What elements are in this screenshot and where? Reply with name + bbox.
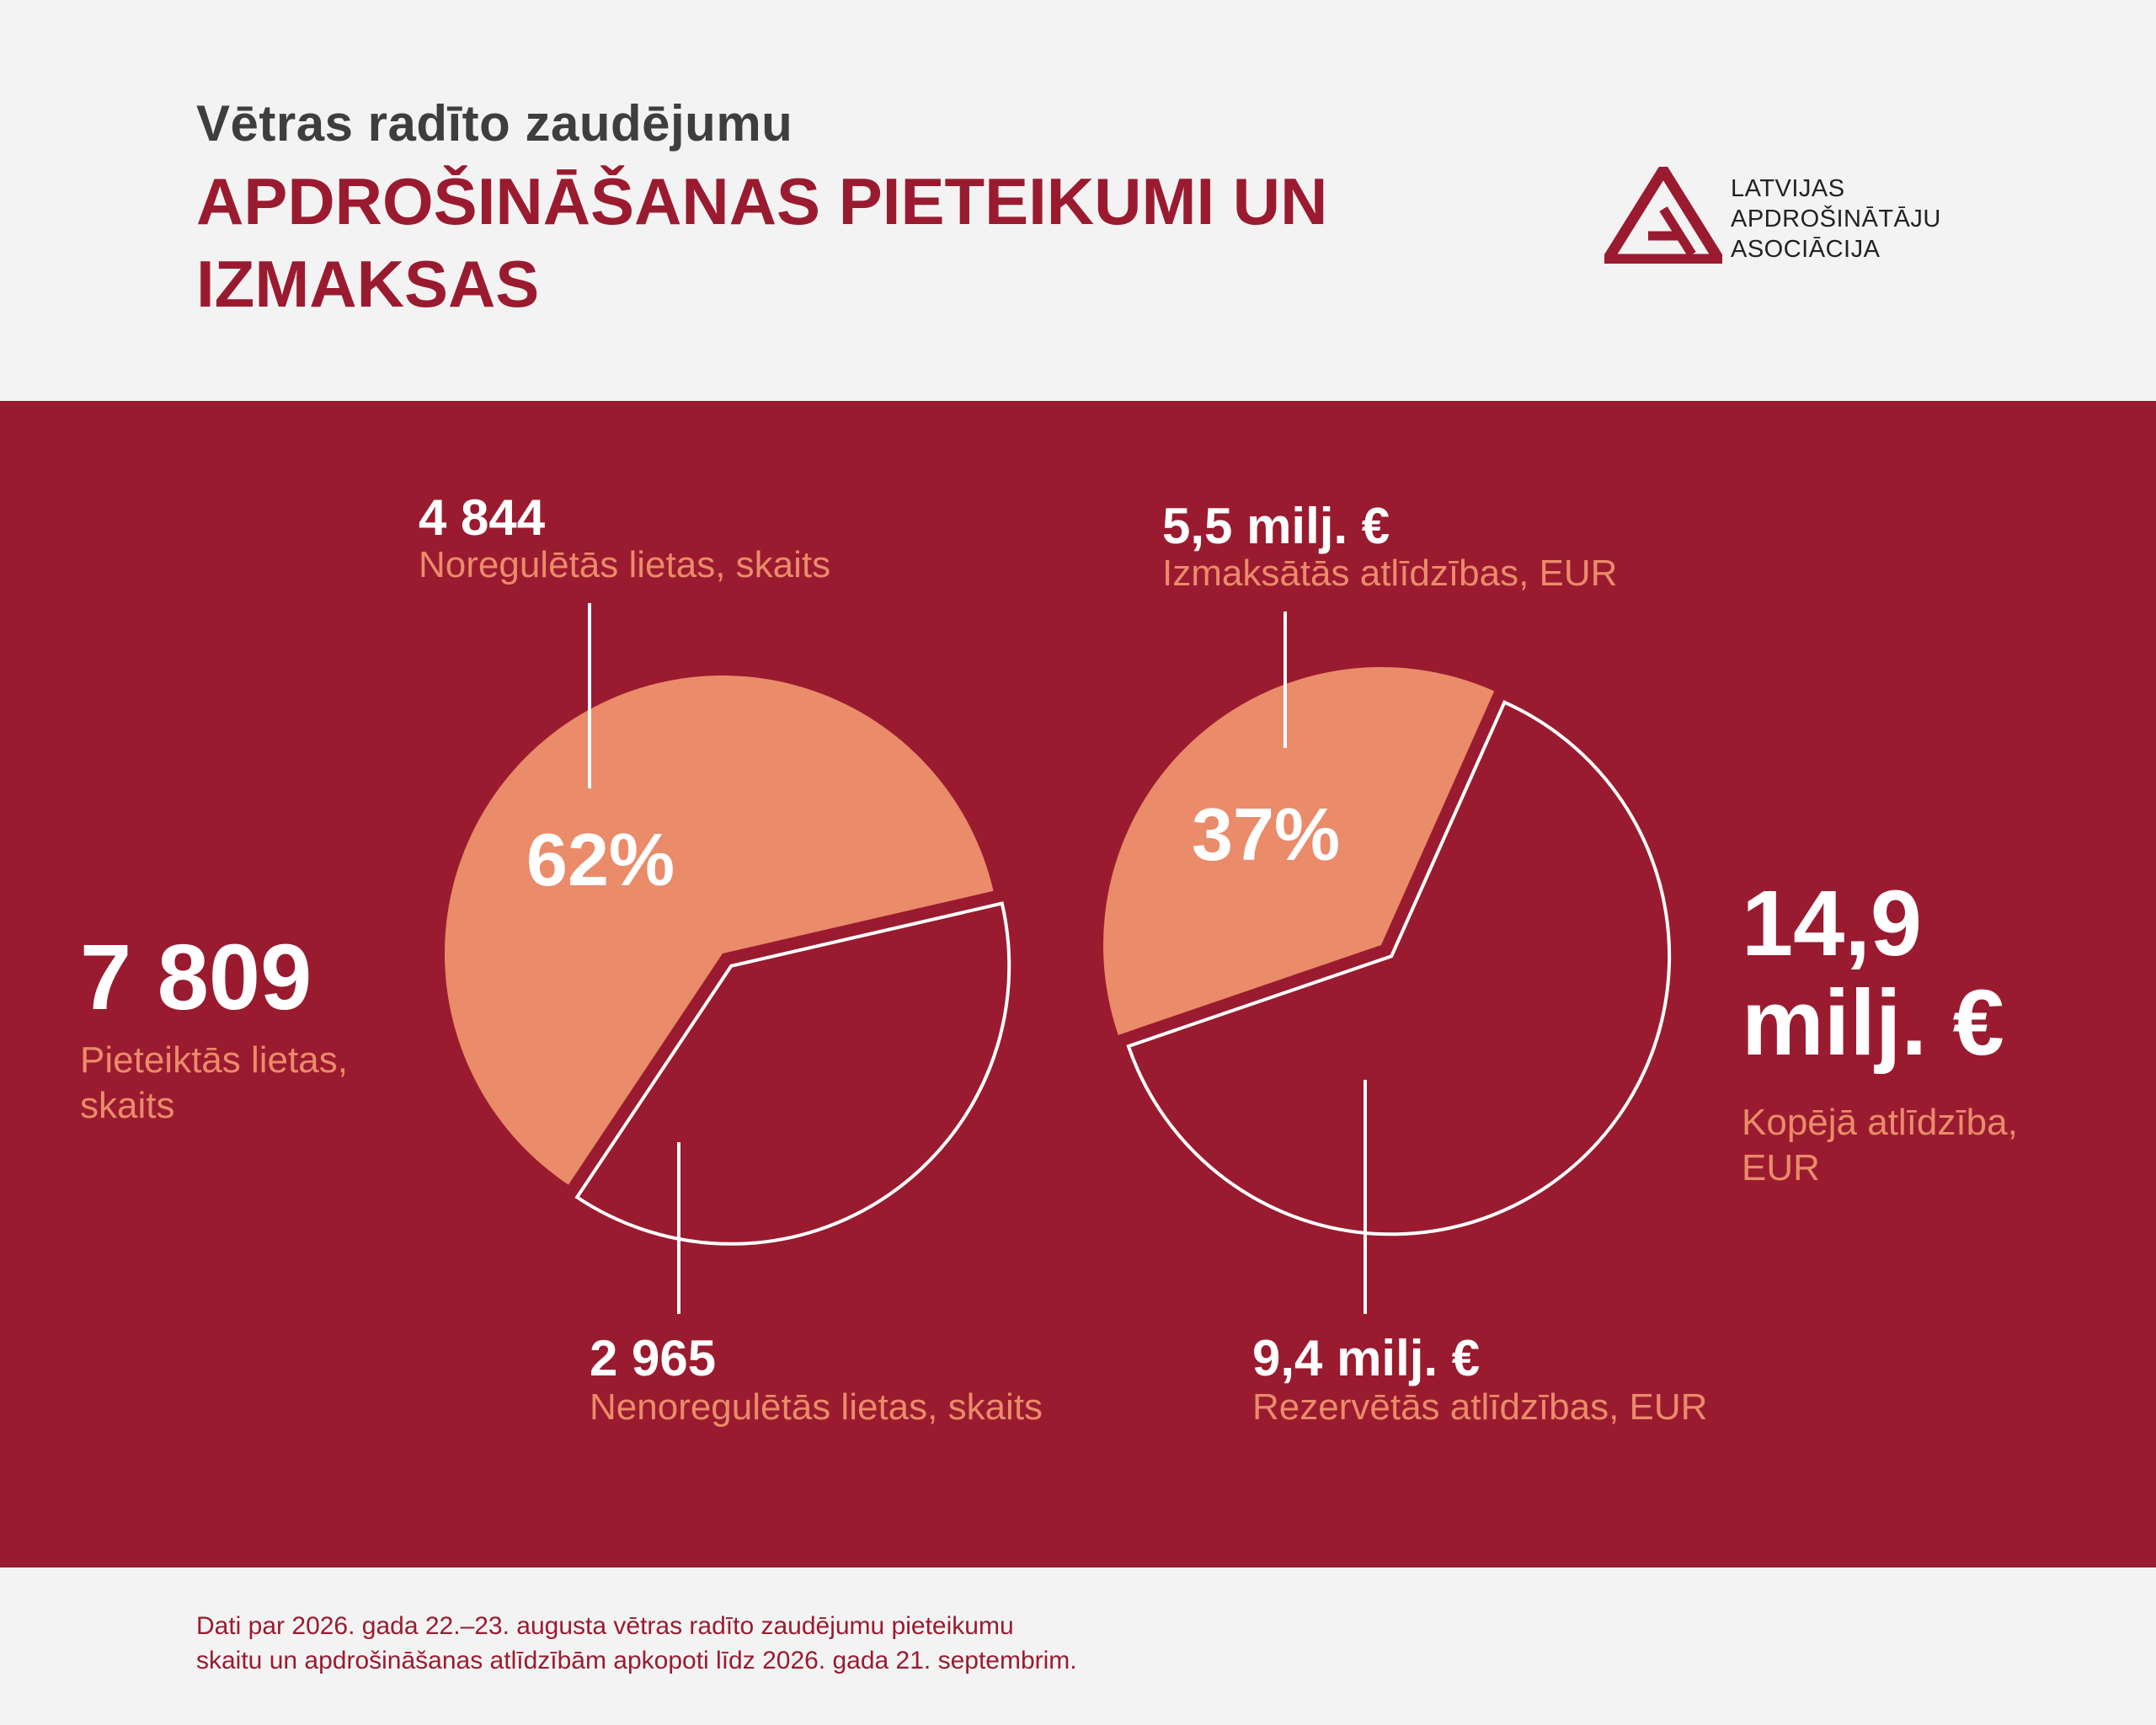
pie1-slice1-label: Noregulētās lietas, skaits [419,544,831,585]
association-logo [1604,167,1722,264]
left-total-value: 7 809 [80,926,312,1029]
pie2-slice1-value: 5,5 milj. € [1162,498,1390,554]
pie2-slice2-label: Rezervētās atlīdzības, EUR [1252,1386,1708,1428]
pie2-slice2-value: 9,4 milj. € [1252,1330,1481,1386]
pie1-slice-1 [444,675,994,1185]
logo-line-3: ASOCIĀCIJA [1731,236,1881,263]
right-total-value-line2: milj. € [1742,971,2004,1075]
right-total-value-line1: 14,9 [1742,872,1923,975]
pie2-slice-2 [1126,700,1672,1236]
pie1-slice1-value: 4 844 [419,489,546,546]
logo-line-2: APDROŠINĀTĀJU [1731,206,1941,232]
pie2-percent-label: 37% [1192,793,1341,876]
page-title: APDROŠINĀŠANAS PIETEIKUMI UN IZMAKSAS [196,164,1328,321]
footer-line-2: skaitu un apdrošināšanas atlīdzībām apko… [196,1647,1077,1674]
footer-line-1: Dati par 2026. gada 22.–23. augusta vētr… [196,1612,1014,1640]
logo-line-1: LATVIJAS [1731,175,1845,202]
pie-charts [444,603,1672,1314]
chart-panel: 4 844 Noregulētās lietas, skaits 62% 2 9… [0,401,2156,1567]
header-subtitle: Vētras radīto zaudējumu [196,95,793,152]
pie1-slice2-value: 2 965 [590,1330,717,1386]
pie1-slice-2 [574,901,1011,1246]
footer-note: Dati par 2026. gada 22.–23. augusta vētr… [196,1609,1796,1678]
logo-text: LATVIJAS APDROŠINĀTĀJU ASOCIĀCIJA [1731,174,1941,264]
pie2-slice1-label: Izmaksātās atlīdzības, EUR [1162,553,1618,594]
pie2-slice-1 [1102,667,1495,1035]
pie1-percent-label: 62% [526,818,675,901]
right-total-label: Kopējā atlīdzība, EUR [1742,1102,2018,1188]
pie1-slice2-label: Nenoregulētās lietas, skaits [590,1386,1043,1428]
left-total-label: Pieteiktās lietas, skaits [80,1039,348,1126]
